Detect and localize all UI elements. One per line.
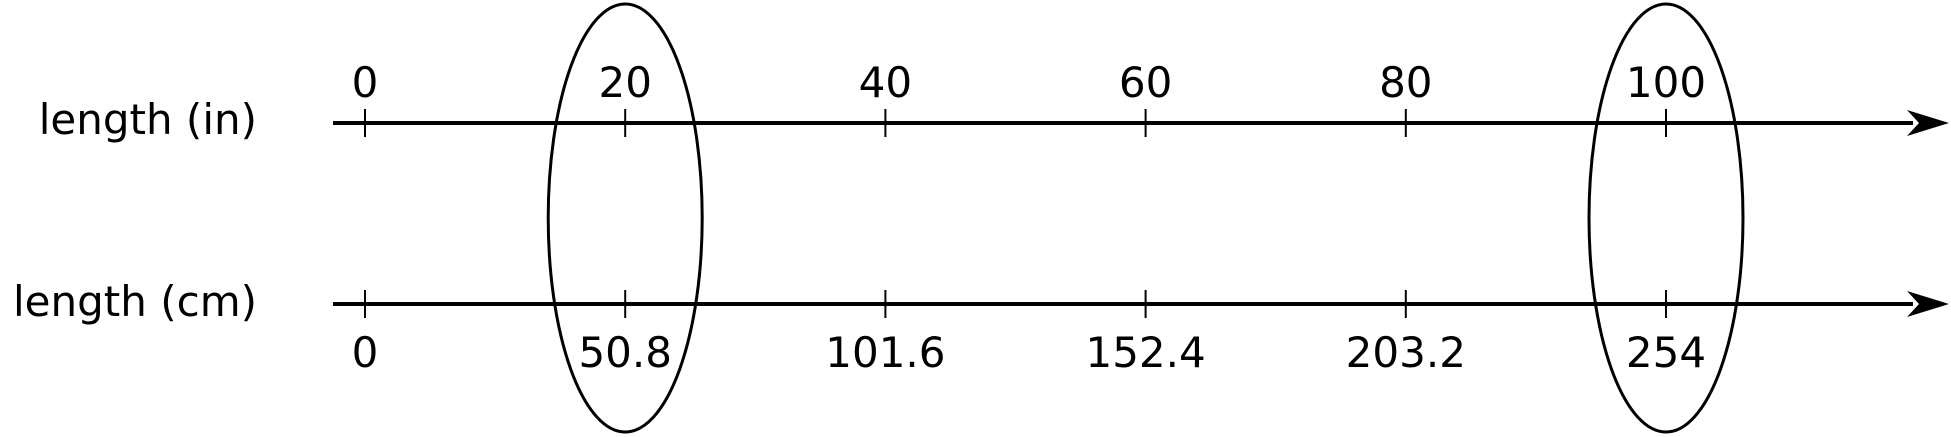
tick-label: 80: [1379, 58, 1432, 107]
tick-label: 40: [859, 58, 912, 107]
tick-label: 254: [1626, 328, 1706, 377]
top-line-label: length (in): [39, 95, 257, 144]
tick-label: 203.2: [1346, 328, 1466, 377]
highlight-ellipse: [546, 2, 704, 434]
tick-label: 100: [1626, 58, 1706, 107]
tick-label: 20: [598, 58, 651, 107]
bottom-line-label: length (cm): [13, 277, 257, 326]
tick-label: 0: [352, 58, 379, 107]
tick-label: 0: [352, 328, 379, 377]
tick-label: 101.6: [825, 328, 945, 377]
arrowhead-icon: [1907, 110, 1949, 136]
tick-label: 50.8: [578, 328, 672, 377]
tick-label: 60: [1119, 58, 1172, 107]
highlight-ellipse: [1587, 2, 1745, 434]
arrowhead-icon: [1907, 291, 1949, 317]
tick-label: 152.4: [1085, 328, 1205, 377]
